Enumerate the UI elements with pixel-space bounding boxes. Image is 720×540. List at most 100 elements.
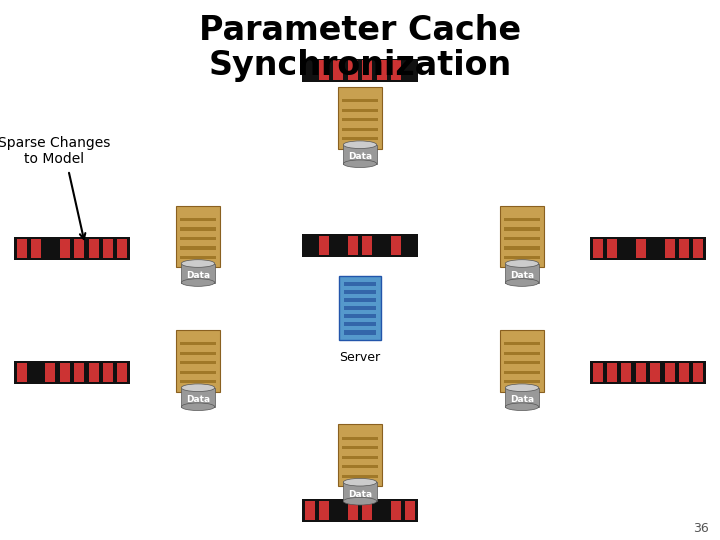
Bar — [344, 298, 376, 302]
Bar — [693, 363, 703, 382]
Ellipse shape — [343, 141, 377, 148]
Bar — [31, 239, 41, 258]
Ellipse shape — [505, 260, 539, 267]
Ellipse shape — [181, 384, 215, 392]
Bar — [103, 363, 113, 382]
FancyBboxPatch shape — [500, 206, 544, 267]
Text: 36: 36 — [693, 522, 709, 535]
Bar — [74, 239, 84, 258]
Bar — [505, 237, 539, 240]
Bar — [343, 109, 377, 112]
Bar — [103, 239, 113, 258]
Bar — [181, 264, 215, 282]
Text: Data: Data — [348, 489, 372, 498]
Ellipse shape — [181, 403, 215, 410]
Bar — [319, 236, 329, 255]
Bar — [505, 342, 539, 345]
Text: Data: Data — [510, 271, 534, 280]
Bar — [607, 363, 617, 382]
Bar — [590, 237, 706, 260]
Bar — [333, 60, 343, 80]
Bar — [181, 256, 215, 259]
Bar — [391, 501, 401, 520]
Bar — [377, 60, 387, 80]
Bar — [590, 361, 706, 384]
Bar — [362, 236, 372, 255]
Bar — [117, 239, 127, 258]
Ellipse shape — [505, 279, 539, 286]
Bar — [344, 282, 376, 286]
Bar — [181, 342, 215, 345]
Bar — [45, 363, 55, 382]
Ellipse shape — [181, 260, 215, 267]
Bar — [181, 370, 215, 374]
Bar — [343, 137, 377, 140]
Bar — [348, 501, 358, 520]
Bar — [607, 239, 617, 258]
Bar — [505, 380, 539, 383]
Bar — [17, 239, 27, 258]
Bar — [636, 363, 646, 382]
Bar — [348, 60, 358, 80]
Bar — [17, 363, 27, 382]
Bar — [391, 236, 401, 255]
Bar — [181, 361, 215, 365]
Ellipse shape — [343, 160, 377, 167]
Bar — [505, 256, 539, 259]
Bar — [344, 306, 376, 310]
Bar — [181, 246, 215, 249]
Bar — [89, 363, 99, 382]
Bar — [621, 363, 631, 382]
FancyBboxPatch shape — [176, 330, 220, 392]
Ellipse shape — [181, 279, 215, 286]
Bar — [636, 239, 646, 258]
FancyBboxPatch shape — [500, 330, 544, 392]
Bar — [665, 239, 675, 258]
Bar — [343, 465, 377, 468]
Bar — [181, 227, 215, 231]
Ellipse shape — [505, 403, 539, 410]
Text: Data: Data — [348, 152, 372, 161]
Bar — [89, 239, 99, 258]
Bar — [343, 446, 377, 449]
Text: Synchronization: Synchronization — [208, 49, 512, 82]
Bar — [505, 218, 539, 221]
Text: Server: Server — [339, 351, 381, 364]
Bar — [181, 218, 215, 221]
Bar — [505, 246, 539, 249]
Text: Sparse Changes
to Model: Sparse Changes to Model — [0, 136, 110, 166]
Bar — [344, 322, 376, 326]
Bar — [343, 99, 377, 102]
FancyBboxPatch shape — [176, 206, 220, 267]
Bar — [650, 363, 660, 382]
Bar — [343, 456, 377, 459]
Bar — [319, 501, 329, 520]
FancyBboxPatch shape — [339, 275, 382, 340]
FancyBboxPatch shape — [338, 424, 382, 486]
Text: Data: Data — [186, 271, 210, 280]
Bar — [344, 330, 376, 334]
Ellipse shape — [505, 384, 539, 392]
Bar — [302, 499, 418, 522]
Text: Data: Data — [510, 395, 534, 404]
Bar — [505, 352, 539, 355]
Bar — [60, 239, 70, 258]
Bar — [74, 363, 84, 382]
Bar — [319, 60, 329, 80]
Bar — [181, 237, 215, 240]
Bar — [348, 236, 358, 255]
Text: Parameter Cache: Parameter Cache — [199, 14, 521, 46]
Bar — [593, 239, 603, 258]
Bar — [14, 237, 130, 260]
Bar — [362, 60, 372, 80]
Bar — [14, 361, 130, 384]
Bar — [362, 501, 372, 520]
FancyBboxPatch shape — [338, 87, 382, 148]
Bar — [181, 388, 215, 407]
Bar — [181, 352, 215, 355]
Ellipse shape — [343, 478, 377, 486]
Bar — [679, 363, 689, 382]
Bar — [693, 239, 703, 258]
Bar — [405, 501, 415, 520]
Ellipse shape — [343, 497, 377, 505]
